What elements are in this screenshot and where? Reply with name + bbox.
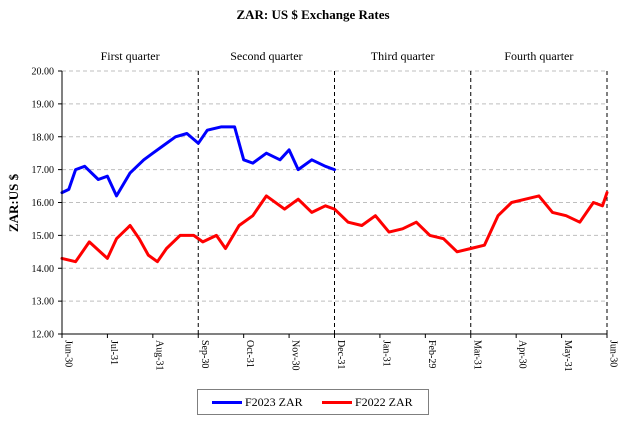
x-tick-label: Oct-31 bbox=[244, 340, 255, 368]
y-tick-label: 19.00 bbox=[32, 99, 55, 110]
y-tick-label: 16.00 bbox=[32, 198, 55, 209]
x-tick-label: May-31 bbox=[562, 340, 573, 372]
legend-swatch-f2022 bbox=[322, 400, 352, 404]
x-tick-label: Jun-30 bbox=[608, 340, 619, 367]
y-tick-label: 14.00 bbox=[32, 264, 55, 275]
quarter-label: Third quarter bbox=[371, 49, 435, 63]
quarter-label: First quarter bbox=[101, 49, 160, 63]
x-tick-label: Apr-30 bbox=[517, 340, 528, 369]
y-tick-label: 13.00 bbox=[32, 297, 55, 308]
x-tick-label: Jan-31 bbox=[380, 340, 391, 367]
quarter-label: Fourth quarter bbox=[504, 49, 573, 63]
series-line-f2022-zar bbox=[60, 191, 609, 264]
x-tick-label: Aug-31 bbox=[153, 340, 164, 371]
chart-title: ZAR: US $ Exchange Rates bbox=[236, 7, 389, 22]
x-tick-label: Nov-30 bbox=[290, 340, 301, 371]
legend-item-f2022: F2022 ZAR bbox=[322, 395, 413, 409]
legend-item-f2023: F2023 ZAR bbox=[212, 395, 303, 409]
y-tick-label: 17.00 bbox=[32, 165, 55, 176]
series-line-f2023-zar bbox=[60, 125, 336, 198]
legend-label-f2022: F2022 ZAR bbox=[355, 395, 413, 409]
quarter-label: Second quarter bbox=[230, 49, 302, 63]
y-tick-label: 18.00 bbox=[32, 132, 55, 143]
x-tick-label: Mar-31 bbox=[471, 340, 482, 370]
y-tick-label: 15.00 bbox=[32, 231, 55, 242]
x-tick-label: Sep-30 bbox=[199, 340, 210, 368]
x-tick-label: Jun-30 bbox=[63, 340, 74, 367]
y-axis-label: ZAR:US $ bbox=[6, 173, 21, 232]
x-tick-label: Feb-29 bbox=[426, 340, 437, 368]
y-tick-label: 12.00 bbox=[32, 330, 55, 341]
y-tick-label: 20.00 bbox=[32, 67, 55, 78]
legend-swatch-f2023 bbox=[212, 400, 242, 404]
legend: F2023 ZAR F2022 ZAR bbox=[197, 389, 429, 415]
x-tick-label: Jul-31 bbox=[108, 340, 119, 365]
legend-label-f2023: F2023 ZAR bbox=[245, 395, 303, 409]
x-tick-label: Dec-31 bbox=[335, 340, 346, 369]
